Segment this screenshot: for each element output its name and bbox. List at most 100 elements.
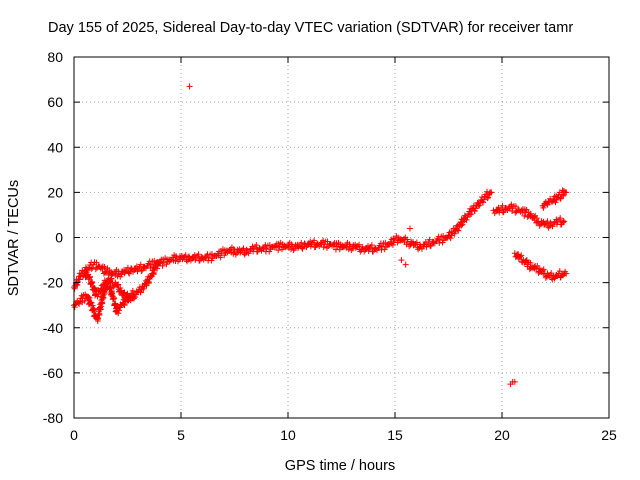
- data-point: [511, 378, 518, 385]
- data-point: [320, 237, 327, 244]
- data-point: [540, 266, 547, 273]
- data-point: [270, 243, 277, 250]
- data-point: [368, 242, 375, 249]
- data-point: [88, 279, 95, 286]
- data-point: [430, 239, 437, 246]
- data-point: [406, 225, 413, 232]
- y-tick-label: -40: [43, 320, 63, 336]
- data-point: [527, 259, 534, 266]
- data-point: [499, 202, 506, 209]
- data-point: [378, 246, 385, 253]
- data-point: [345, 246, 352, 253]
- data-point: [89, 279, 96, 286]
- data-point: [195, 251, 202, 258]
- data-point: [533, 266, 540, 273]
- data-point: [91, 306, 98, 313]
- data-point: [330, 242, 337, 249]
- data-point: [563, 189, 570, 196]
- y-tick-label: 40: [47, 139, 63, 155]
- data-point: [413, 239, 420, 246]
- data-point: [512, 209, 519, 216]
- data-point: [476, 202, 483, 209]
- data-point: [141, 263, 148, 270]
- data-point: [320, 244, 327, 251]
- data-point: [122, 268, 129, 275]
- data-point: [114, 282, 121, 289]
- data-point: [519, 209, 526, 216]
- x-tick-label: 10: [280, 427, 296, 443]
- data-point: [541, 220, 548, 227]
- y-tick-label: 60: [47, 94, 63, 110]
- series-late-upper-arc: [490, 201, 568, 231]
- data-point: [85, 275, 92, 282]
- data-point: [480, 199, 487, 206]
- data-point: [563, 270, 570, 277]
- data-point: [275, 247, 282, 254]
- data-point: [137, 261, 144, 268]
- data-point: [508, 201, 515, 208]
- data-point: [416, 244, 423, 251]
- data-point: [76, 276, 83, 283]
- data-point: [560, 192, 567, 199]
- data-point: [488, 189, 495, 196]
- data-point: [121, 302, 128, 309]
- data-point: [103, 268, 110, 275]
- data-point: [180, 254, 187, 261]
- tick-labels: 0 5 10 15 20 25 -80 -60 -40 -20 0 20 40 60 80: [43, 49, 617, 443]
- series-lower-early-arcs: [71, 259, 163, 325]
- data-point: [307, 238, 314, 245]
- data-point: [518, 252, 525, 259]
- data-point: [115, 270, 122, 277]
- tick-marks: [73, 56, 610, 419]
- plot-grid: [74, 57, 609, 418]
- data-point: [334, 243, 341, 250]
- data-point: [217, 254, 224, 261]
- data-point: [191, 252, 198, 259]
- data-point: [128, 266, 135, 273]
- data-point: [230, 250, 237, 257]
- data-point: [468, 211, 475, 218]
- data-point: [557, 215, 564, 222]
- data-point: [447, 235, 454, 242]
- data-point: [402, 261, 409, 268]
- data-point: [123, 291, 130, 298]
- data-point: [93, 259, 100, 266]
- data-point: [404, 236, 411, 243]
- data-point: [140, 285, 147, 292]
- data-point: [85, 293, 92, 300]
- data-point: [102, 269, 109, 276]
- y-tick-label: -80: [43, 410, 63, 426]
- x-tick-label: 25: [601, 427, 617, 443]
- data-point: [87, 299, 94, 306]
- data-point: [71, 304, 78, 311]
- data-point: [182, 252, 189, 259]
- data-point: [392, 236, 398, 243]
- data-point: [186, 254, 193, 261]
- data-point: [102, 282, 109, 289]
- data-point: [517, 253, 524, 260]
- y-tick-label: -60: [43, 365, 63, 381]
- data-point: [426, 236, 433, 243]
- data-point: [400, 235, 407, 242]
- data-point: [540, 204, 547, 211]
- data-point: [354, 243, 361, 250]
- series-main-band: [71, 188, 495, 292]
- y-axis-label: SDTVAR / TECUs: [6, 180, 22, 296]
- data-point: [423, 243, 430, 250]
- data-point: [406, 243, 413, 250]
- data-point: [458, 222, 465, 229]
- series-early-lower-cluster: [81, 270, 137, 304]
- x-tick-label: 0: [70, 427, 78, 443]
- data-point: [124, 298, 131, 305]
- data-point: [154, 265, 161, 272]
- series-isolated-points: [186, 83, 518, 388]
- data-point: [522, 209, 529, 216]
- data-point: [536, 222, 543, 229]
- x-tick-label: 5: [177, 427, 185, 443]
- data-point: [463, 216, 470, 223]
- data-point: [90, 305, 97, 312]
- data-point: [124, 290, 131, 297]
- data-point: [455, 227, 462, 234]
- data-point: [359, 245, 366, 252]
